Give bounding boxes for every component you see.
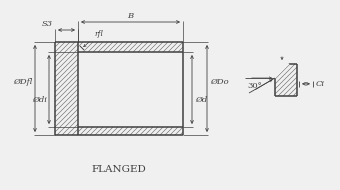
Text: FLANGED: FLANGED bbox=[91, 165, 147, 174]
Text: rfl: rfl bbox=[84, 30, 103, 47]
Text: Ødi: Ødi bbox=[32, 96, 47, 104]
Text: ØDo: ØDo bbox=[210, 78, 228, 86]
Text: B: B bbox=[128, 13, 134, 21]
Text: ØDfl: ØDfl bbox=[14, 78, 33, 86]
Text: 30°: 30° bbox=[247, 82, 262, 90]
Text: Ød: Ød bbox=[195, 96, 207, 104]
Text: S3: S3 bbox=[42, 21, 53, 28]
Polygon shape bbox=[275, 64, 289, 78]
Text: Ci: Ci bbox=[316, 80, 325, 88]
